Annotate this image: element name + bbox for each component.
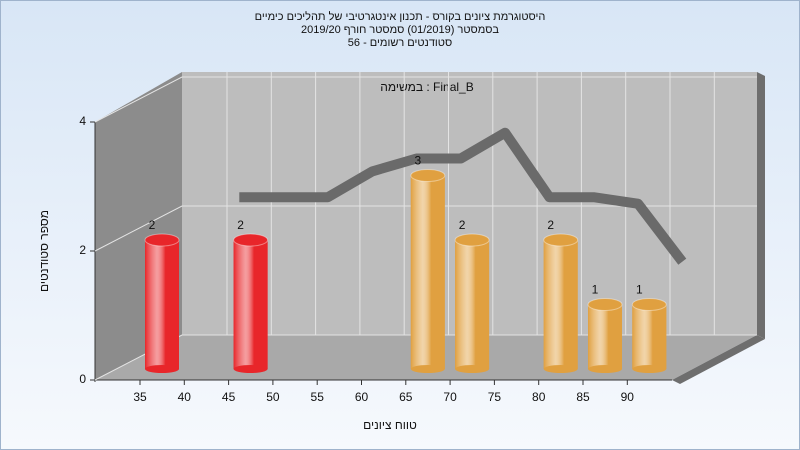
y-tick-label: 2 <box>79 243 86 257</box>
x-tick-label: 40 <box>178 390 192 404</box>
bar-base <box>588 365 622 373</box>
bar-body <box>410 175 445 369</box>
bar <box>631 298 667 373</box>
bar-base <box>233 365 268 373</box>
bar <box>587 298 623 373</box>
back-wall <box>182 72 757 335</box>
x-tick-label: 50 <box>266 390 280 404</box>
bar-top <box>233 233 269 247</box>
x-tick-label: 60 <box>355 390 369 404</box>
value-label: 2 <box>459 218 466 232</box>
x-tick-label: 70 <box>443 390 457 404</box>
x-tick-label: 35 <box>133 390 147 404</box>
bar-base <box>455 365 490 373</box>
value-label: 2 <box>237 218 244 232</box>
bar-top <box>587 298 623 311</box>
bar-top <box>454 233 490 247</box>
value-label: 3 <box>414 154 421 168</box>
x-tick-label: 90 <box>621 390 635 404</box>
bar <box>410 169 446 373</box>
bar-top <box>631 298 667 311</box>
bar-base <box>632 365 667 373</box>
bar-top <box>543 233 579 247</box>
wall-edge <box>757 72 765 339</box>
bar-top <box>410 169 446 182</box>
bar-body <box>145 240 179 369</box>
chart-title: היסטוגרמת ציונים בקורס - תכנון אינטגרטיב… <box>255 10 546 23</box>
bar-body <box>455 240 490 369</box>
bar <box>543 233 579 373</box>
x-tick-label: 45 <box>222 390 236 404</box>
bar-base <box>410 365 445 373</box>
x-tick-label: 75 <box>488 390 502 404</box>
chart-subtitle: בסמסטר (01/2019) סמסטר חורף 2019/20 <box>301 24 499 36</box>
bar-base <box>543 365 578 373</box>
x-tick-label: 85 <box>576 390 590 404</box>
x-axis-label: טווח ציונים <box>363 418 417 432</box>
chart-subtitle: סטודנטים רשומים - 56 <box>348 37 452 49</box>
y-axis-label: מספר סטודנטים <box>37 210 51 292</box>
bar-base <box>145 365 179 373</box>
grid-line <box>94 76 757 123</box>
y-tick-label: 4 <box>79 114 86 128</box>
x-tick-label: 55 <box>311 390 325 404</box>
bar-body <box>632 304 667 369</box>
grid-line <box>94 205 757 252</box>
bar-body <box>543 240 578 369</box>
value-label: 1 <box>636 283 643 297</box>
bar-body <box>233 240 268 369</box>
annotation: במשימה : Final_B <box>380 80 474 94</box>
value-label: 2 <box>149 218 156 232</box>
bar <box>144 233 180 373</box>
value-label: 1 <box>592 283 599 297</box>
bar <box>454 233 490 373</box>
bar-top <box>144 233 180 247</box>
bar-body <box>588 304 622 369</box>
x-tick-label: 65 <box>399 390 413 404</box>
y-tick-label: 0 <box>79 372 86 386</box>
x-tick-label: 80 <box>532 390 546 404</box>
floor-edge <box>672 335 765 384</box>
bar <box>233 233 269 373</box>
value-label: 2 <box>547 218 554 232</box>
curve <box>239 127 687 265</box>
